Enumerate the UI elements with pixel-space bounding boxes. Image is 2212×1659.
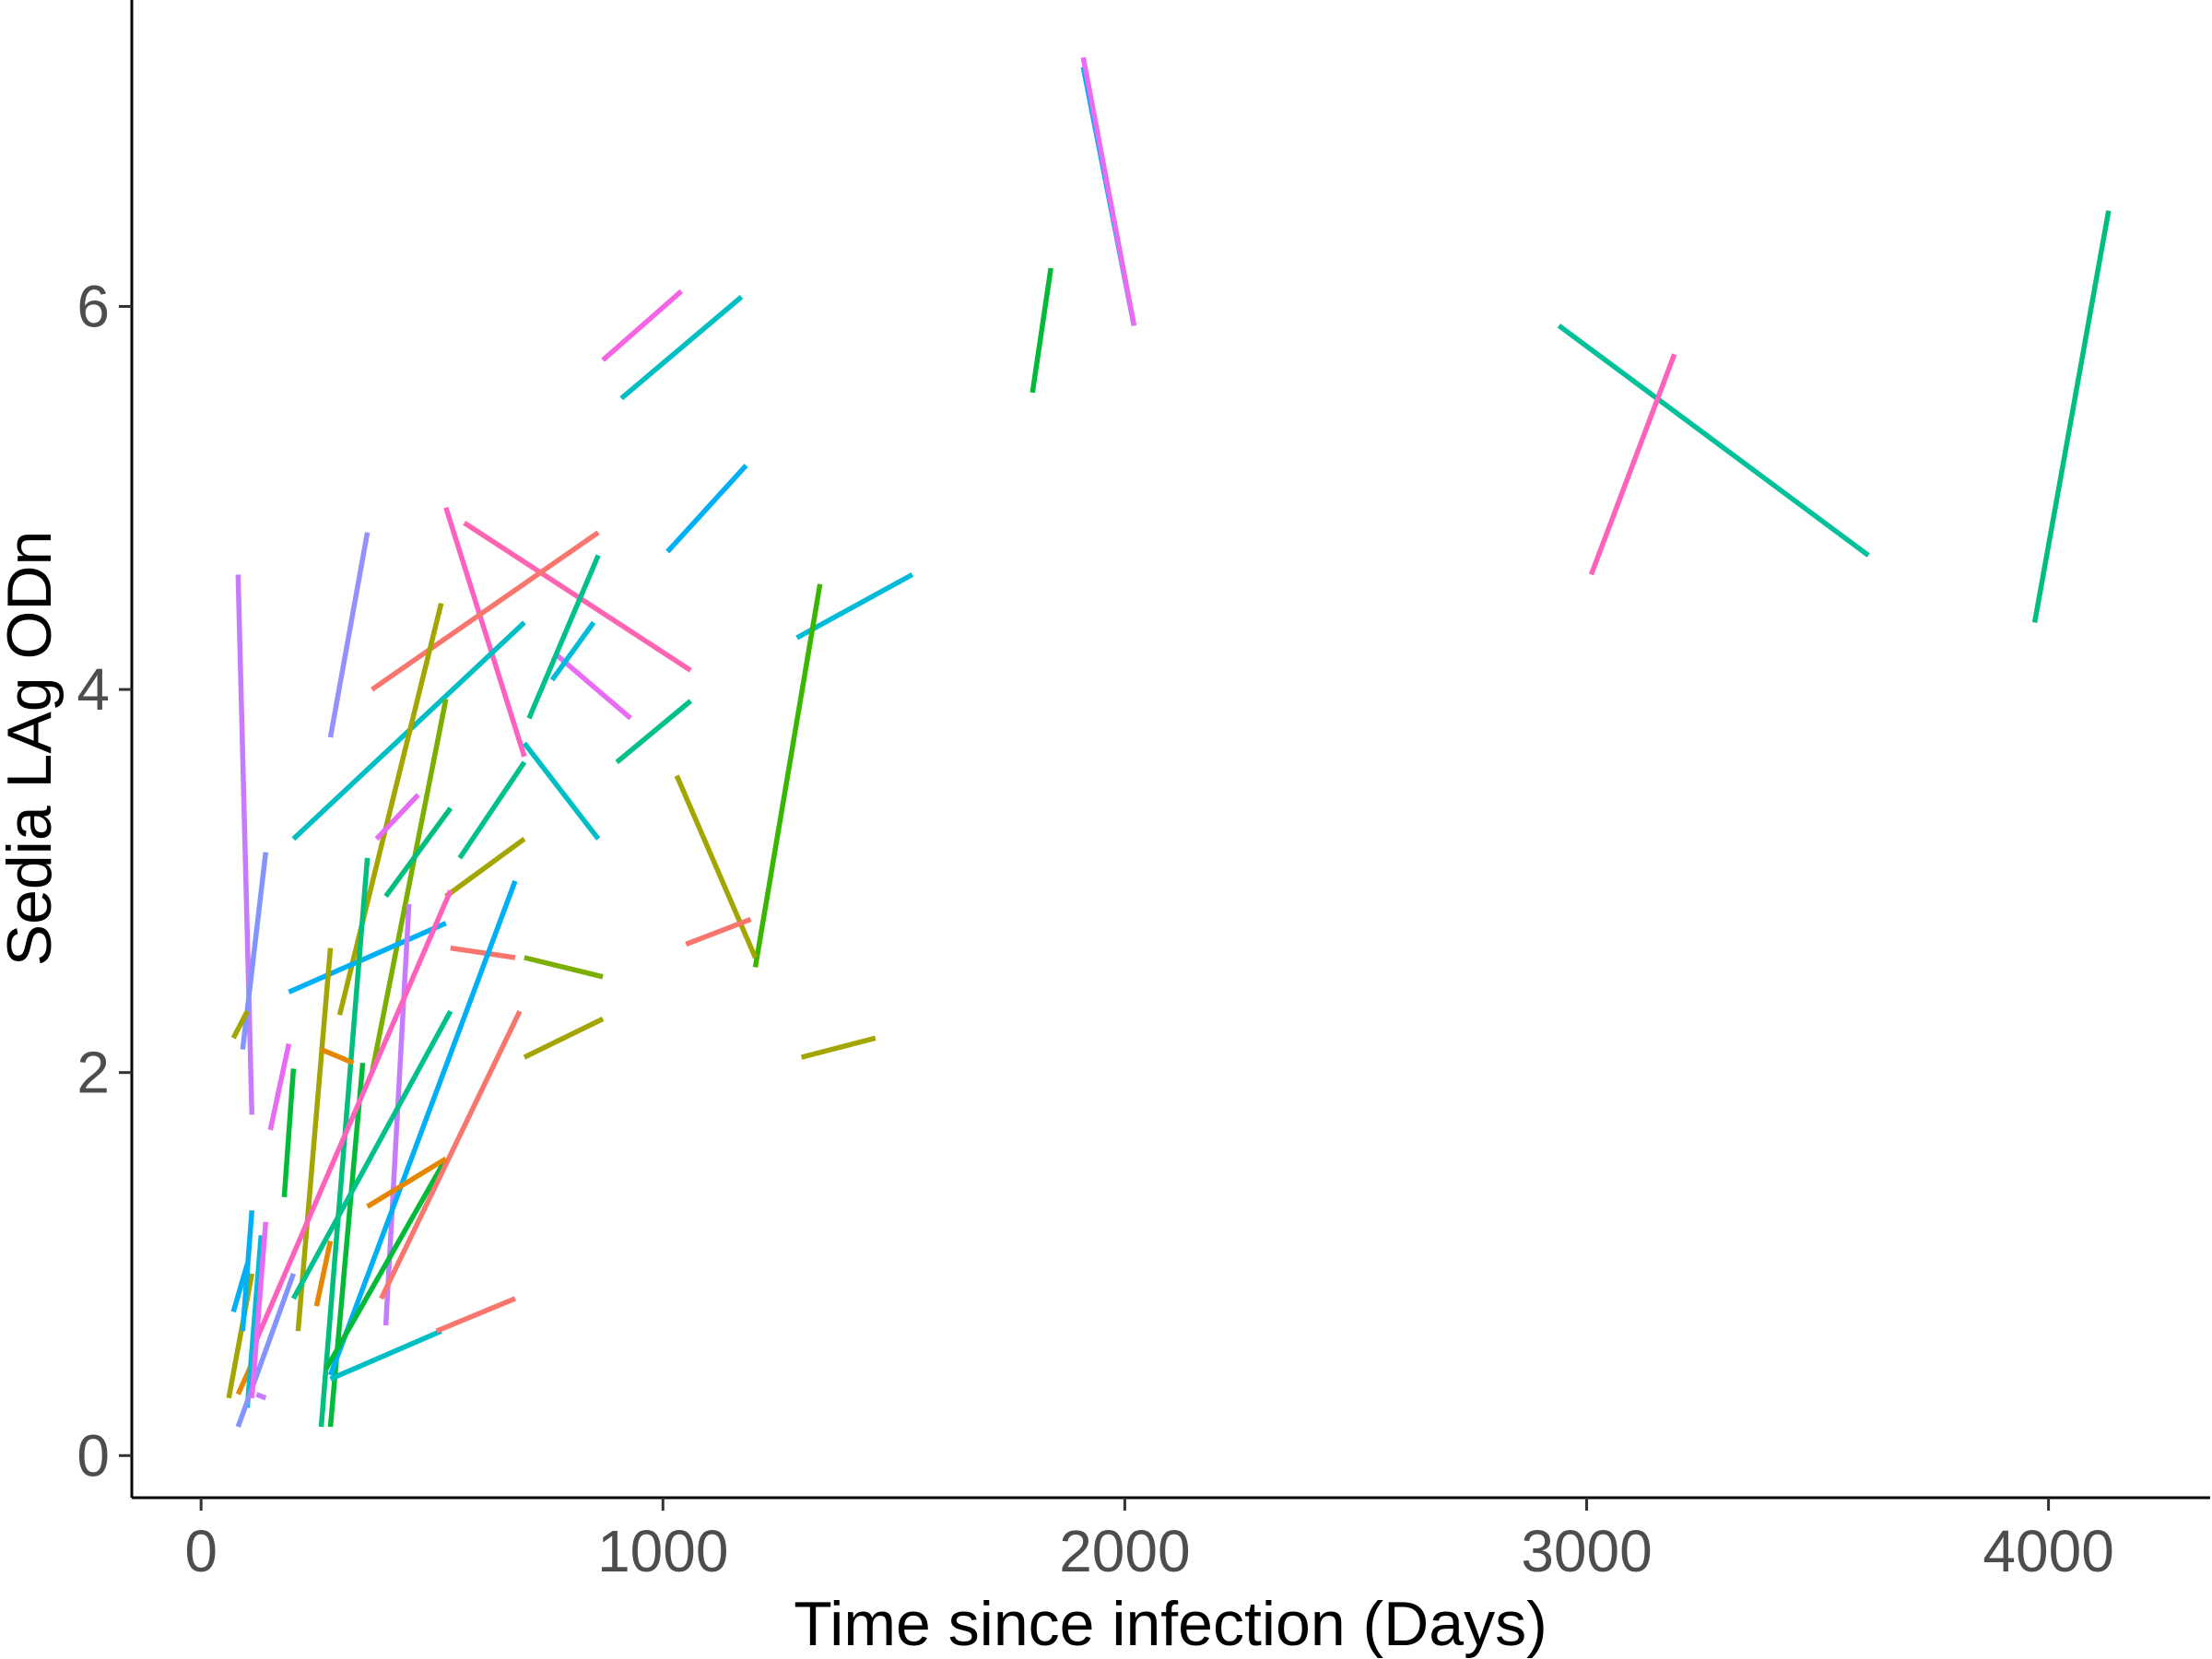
x-tick-label-2000: 2000	[1059, 1518, 1190, 1584]
series-line-14	[800, 1035, 877, 1060]
series-line-24	[327, 532, 371, 738]
y-tick-label-2: 2	[76, 1040, 110, 1106]
series-line-10	[795, 571, 914, 641]
series-line-29	[374, 793, 420, 841]
series-line-5	[1588, 353, 1677, 576]
series-line-58	[244, 1235, 265, 1408]
y-tick-label-4: 4	[76, 656, 110, 723]
series-line-3	[2031, 210, 2112, 623]
series-line-35	[235, 574, 255, 1115]
series-line-12	[674, 774, 759, 959]
series-line-42	[295, 947, 334, 1332]
series-line-28	[383, 806, 453, 899]
series-line-26	[369, 698, 449, 1074]
series-line-17	[371, 530, 600, 692]
series-line-4	[1557, 324, 1870, 558]
series-line-18	[555, 653, 632, 721]
series-line-61	[255, 1392, 267, 1401]
series-line-54	[226, 1273, 255, 1399]
ticks-layer: 0 1000 2000 3000 4000 0 2 4 6	[76, 273, 2113, 1584]
x-tick-label-1000: 1000	[597, 1518, 728, 1584]
y-tick-label-6: 6	[76, 273, 110, 339]
series-line-45	[327, 879, 518, 1376]
series-line-60	[249, 1221, 269, 1399]
series-line-21	[526, 554, 601, 720]
series-line-38	[267, 1042, 292, 1131]
series-line-33	[524, 955, 604, 980]
series-line-59	[235, 1272, 296, 1429]
series-line-37	[230, 1009, 250, 1040]
series-line-8	[619, 294, 744, 401]
series-line-48	[324, 1157, 449, 1371]
x-tick-label-3000: 3000	[1521, 1518, 1652, 1584]
series-line-53	[435, 1296, 516, 1334]
series-line-49	[379, 1010, 523, 1300]
series-line-19	[615, 699, 693, 765]
x-axis-title: Time since infection (Days)	[794, 1589, 1547, 1659]
series-line-47	[290, 1009, 453, 1300]
series-layer	[226, 56, 2112, 1429]
x-tick-label-4000: 4000	[1983, 1518, 2113, 1584]
series-line-43	[320, 1047, 355, 1065]
x-tick-label-0: 0	[184, 1518, 218, 1584]
series-line-30	[444, 836, 526, 899]
series-line-16	[463, 520, 692, 673]
series-line-7	[601, 288, 684, 362]
series-line-9	[665, 464, 748, 554]
series-line-22	[549, 620, 596, 682]
series-line-46	[249, 889, 453, 1352]
series-line-39	[281, 1068, 297, 1197]
series-line-15	[443, 506, 527, 758]
series-line-13	[685, 916, 752, 947]
series-line-2	[1080, 56, 1137, 326]
series-line-57	[240, 1210, 255, 1332]
series-line-25	[336, 602, 444, 1016]
series-line-27	[457, 760, 527, 860]
y-tick-label-0: 0	[76, 1422, 110, 1488]
series-line-34	[523, 1017, 605, 1060]
series-line-32	[450, 945, 516, 960]
y-axis-title: Sedia LAg ODn	[0, 531, 65, 967]
series-line-11	[752, 583, 823, 968]
series-line-50	[366, 1156, 448, 1209]
series-line-20	[522, 741, 601, 841]
series-line-52	[329, 1328, 442, 1382]
series-line-6	[1030, 267, 1053, 394]
series-line-51	[313, 1240, 334, 1307]
series-line-31	[288, 921, 447, 994]
